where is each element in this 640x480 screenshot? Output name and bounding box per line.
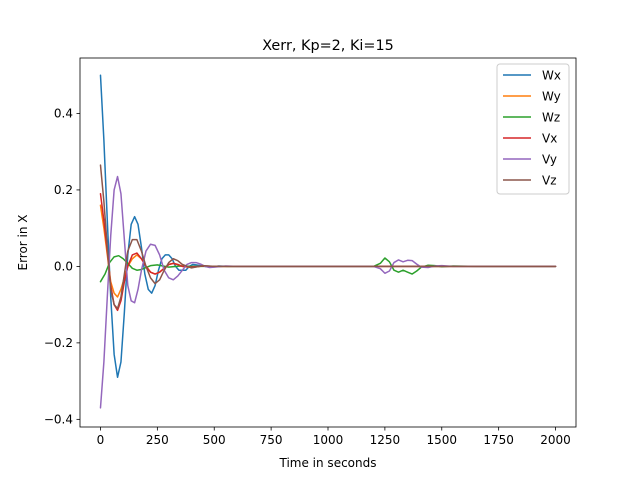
- x-tick-label: 1500: [426, 433, 457, 447]
- y-tick-label: 0.0: [54, 259, 73, 273]
- x-tick-label: 250: [146, 433, 169, 447]
- y-tick-label: 0.4: [54, 106, 73, 120]
- y-tick-label: 0.2: [54, 183, 73, 197]
- legend-frame: [496, 63, 570, 195]
- x-tick-label: 750: [260, 433, 283, 447]
- legend-label-vy: Vy: [542, 153, 557, 167]
- legend-label-wy: Wy: [542, 90, 561, 104]
- x-tick-label: 1250: [370, 433, 401, 447]
- legend-label-vx: Vx: [542, 132, 557, 146]
- legend-label-wx: Wx: [542, 69, 561, 83]
- legend-label-wz: Wz: [542, 111, 560, 125]
- x-axis-label: Time in seconds: [279, 456, 377, 470]
- y-axis-label: Error in X: [16, 214, 30, 270]
- x-tick-label: 500: [203, 433, 226, 447]
- y-tick-label: −0.2: [44, 336, 73, 350]
- chart-title: Xerr, Kp=2, Ki=15: [262, 38, 394, 54]
- x-tick-label: 0: [97, 433, 105, 447]
- series-line-vz: [99, 164, 557, 310]
- legend: Wx Wy Wz Vx Vy Vz: [496, 63, 570, 195]
- x-tick-label: 1750: [483, 433, 514, 447]
- x-axis: 0 250 500 750 1000 1250 1500 1750 2000: [97, 427, 571, 447]
- y-axis: −0.4 −0.2 0.0 0.2 0.4: [44, 106, 80, 426]
- x-tick-label: 1000: [313, 433, 344, 447]
- legend-label-vz: Vz: [542, 174, 557, 188]
- y-tick-label: −0.4: [44, 412, 73, 426]
- x-tick-label: 2000: [540, 433, 571, 447]
- series-layer: [99, 74, 557, 409]
